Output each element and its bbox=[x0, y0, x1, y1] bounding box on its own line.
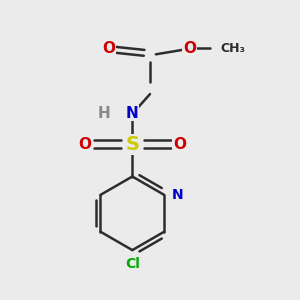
Text: O: O bbox=[183, 41, 196, 56]
Text: H: H bbox=[98, 106, 111, 121]
Text: N: N bbox=[126, 106, 139, 121]
Text: O: O bbox=[173, 136, 186, 152]
Text: Cl: Cl bbox=[125, 257, 140, 272]
Text: S: S bbox=[125, 135, 139, 154]
Text: N: N bbox=[172, 188, 183, 202]
Text: O: O bbox=[79, 136, 92, 152]
Text: O: O bbox=[102, 41, 115, 56]
Text: CH₃: CH₃ bbox=[221, 42, 246, 55]
